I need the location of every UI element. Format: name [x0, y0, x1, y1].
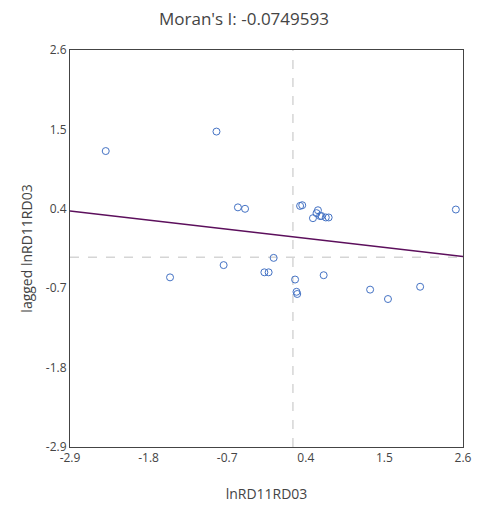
svg-text:-0.7: -0.7	[217, 449, 238, 466]
svg-text:2.6: 2.6	[50, 41, 67, 58]
svg-text:-2.9: -2.9	[46, 438, 67, 455]
svg-text:0.4: 0.4	[50, 200, 67, 217]
svg-text:-1.8: -1.8	[46, 359, 67, 376]
svg-text:2.6: 2.6	[455, 449, 472, 466]
svg-text:-0.7: -0.7	[46, 279, 67, 296]
svg-text:1.5: 1.5	[376, 449, 393, 466]
svg-text:-2.9: -2.9	[60, 449, 81, 466]
svg-text:lagged lnRD11RD03: lagged lnRD11RD03	[17, 184, 36, 312]
svg-text:Moran's I: -0.0749593: Moran's I: -0.0749593	[159, 7, 329, 30]
svg-text:0.4: 0.4	[297, 449, 314, 466]
svg-text:-1.8: -1.8	[138, 449, 159, 466]
svg-text:1.5: 1.5	[50, 121, 67, 138]
svg-text:lnRD11RD03: lnRD11RD03	[226, 484, 308, 503]
